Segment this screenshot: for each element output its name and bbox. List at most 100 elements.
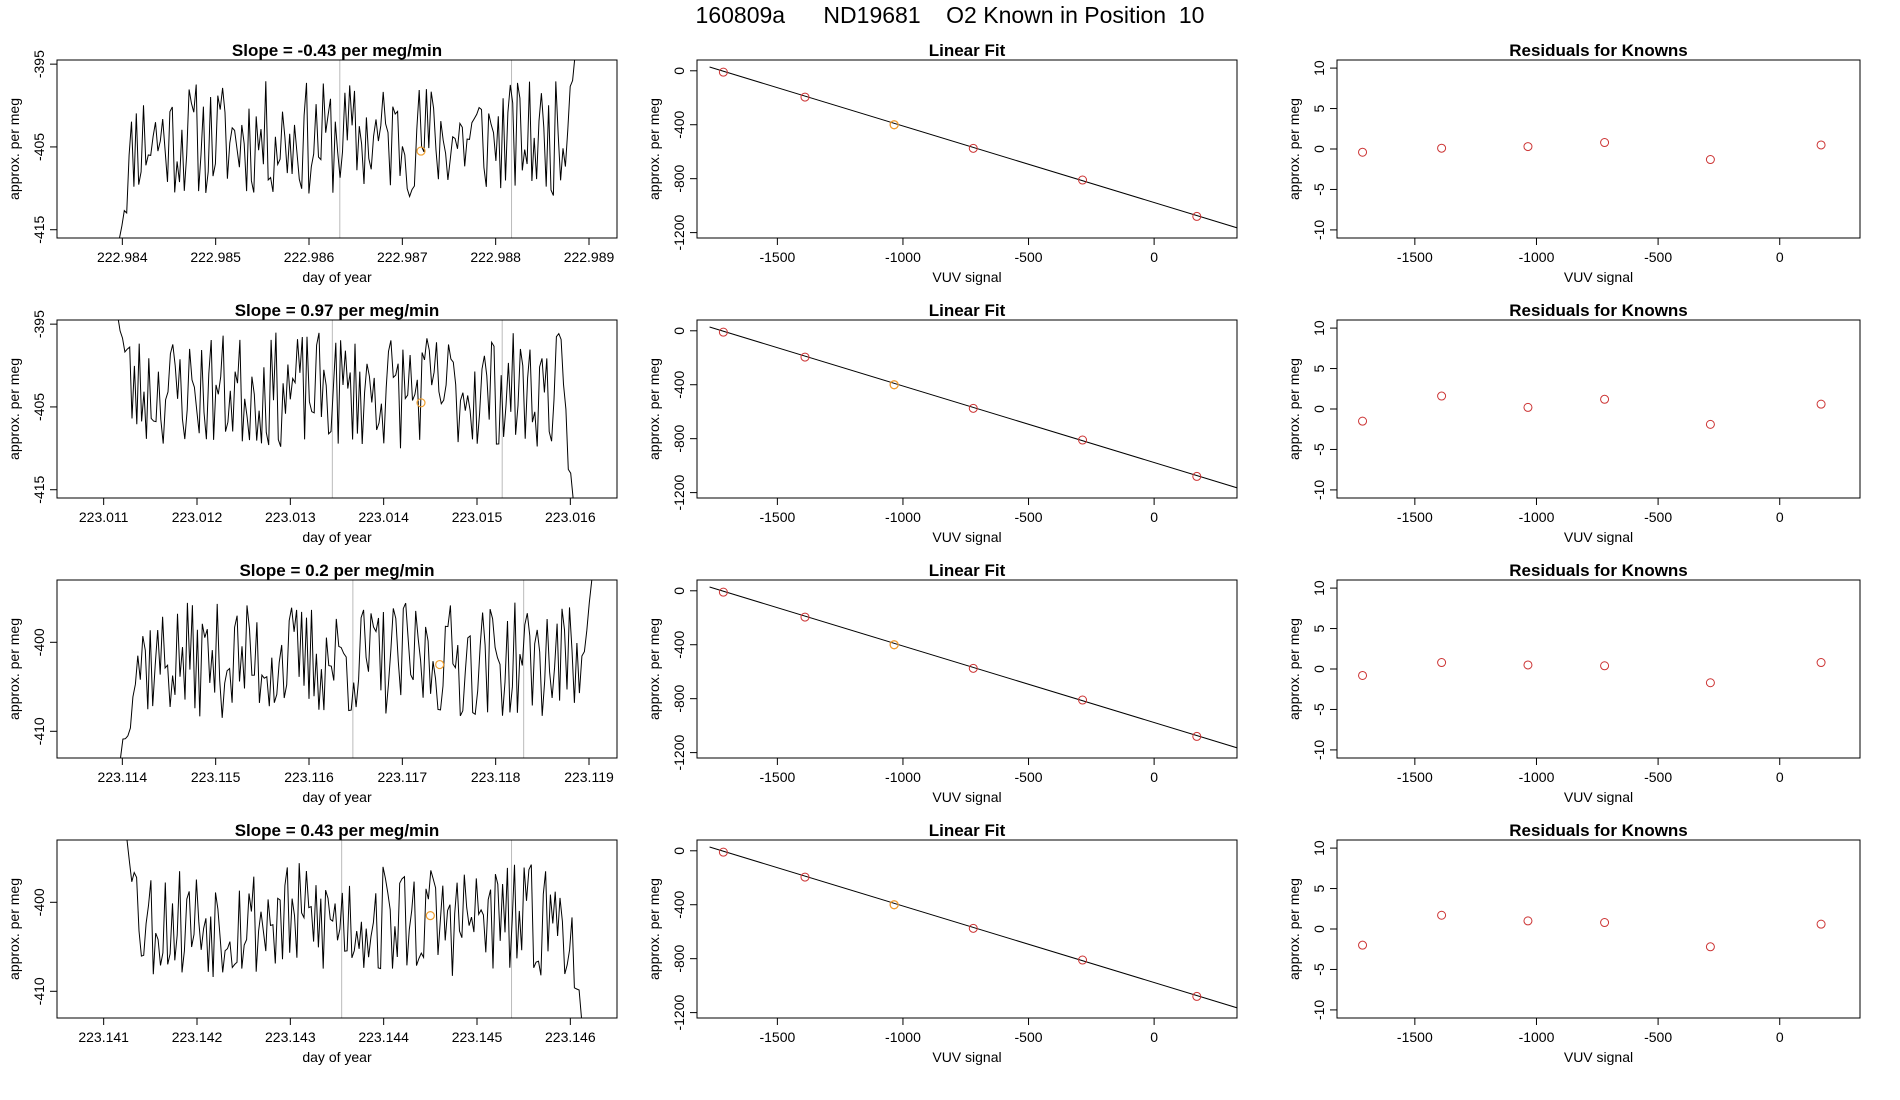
known-point xyxy=(1192,991,1202,1001)
y-axis: 10 5 0 -5 -10 xyxy=(1311,580,1338,760)
fit-line xyxy=(709,66,1237,229)
x-tick-label: 0 xyxy=(1150,249,1158,265)
x-axis-label: VUV signal xyxy=(932,529,1001,545)
x-tick-label: 223.015 xyxy=(452,509,503,525)
y-tick-label: 0 xyxy=(671,67,687,75)
trace-panel-3: 223.114 223.115 223.116 223.117 223.118 223.1… xyxy=(6,561,618,805)
y-tick-label: -405 xyxy=(31,393,47,421)
y-tick-label: -1200 xyxy=(671,734,687,770)
y-tick-label: -410 xyxy=(31,717,47,745)
y-tick-label: -5 xyxy=(1311,443,1327,456)
x-tick-label: 223.119 xyxy=(564,769,614,785)
fit-line xyxy=(709,846,1237,1009)
x-tick-label: 223.144 xyxy=(358,1029,409,1045)
signal-trace xyxy=(120,580,593,758)
x-tick-label: -1500 xyxy=(759,249,795,265)
y-axis-label: approx. per meg xyxy=(6,618,22,720)
x-tick-label: -1500 xyxy=(759,509,795,525)
plot-area xyxy=(1358,658,1826,688)
y-tick-label: -800 xyxy=(671,164,687,192)
page-title: 160809a ND19681 O2 Known in Position 10 xyxy=(695,2,1205,28)
trace-panel-1: 222.984 222.985 222.986 222.987 222.988 222.9… xyxy=(6,41,618,285)
known-point xyxy=(1078,435,1088,445)
known-point xyxy=(1437,143,1447,153)
x-tick-label: 222.989 xyxy=(564,249,615,265)
x-axis: -1500 -1000 -500 0 xyxy=(759,757,1158,785)
known-point xyxy=(800,92,810,102)
known-point xyxy=(1816,919,1826,929)
x-tick-label: 222.985 xyxy=(190,249,241,265)
known-point xyxy=(1816,140,1826,150)
x-tick-label: 0 xyxy=(1150,769,1158,785)
x-axis-label: VUV signal xyxy=(932,789,1001,805)
x-tick-label: 222.986 xyxy=(284,249,335,265)
y-axis: -400 -410 xyxy=(31,628,58,745)
y-tick-label: -5 xyxy=(1311,963,1327,976)
x-axis: -1500 -1000 -500 0 xyxy=(759,1017,1158,1045)
x-tick-label: 0 xyxy=(1776,1029,1784,1045)
x-axis: -1500 -1000 -500 0 xyxy=(1397,497,1784,525)
y-tick-label: -1200 xyxy=(671,474,687,510)
y-axis-label: approx. per meg xyxy=(1286,618,1302,720)
x-tick-label: -1500 xyxy=(759,1029,795,1045)
y-tick-label: 0 xyxy=(1311,145,1327,153)
x-tick-label: 223.117 xyxy=(378,769,428,785)
y-tick-label: -5 xyxy=(1311,183,1327,196)
highlight-point xyxy=(889,640,899,650)
y-tick-label: 10 xyxy=(1311,580,1327,596)
y-tick-label: -1200 xyxy=(671,994,687,1030)
y-tick-label: 5 xyxy=(1311,364,1327,372)
y-axis-label: approx. per meg xyxy=(6,878,22,980)
known-point xyxy=(1705,155,1715,165)
plot-area xyxy=(119,60,576,238)
y-tick-label: -410 xyxy=(31,977,47,1005)
x-tick-label: -1000 xyxy=(1519,769,1555,785)
x-tick-label: 0 xyxy=(1776,769,1784,785)
x-tick-label: 222.987 xyxy=(377,249,428,265)
y-axis: 10 5 0 -5 -10 xyxy=(1311,320,1338,500)
x-axis: 223.114 223.115 223.116 223.117 223.118 223.1… xyxy=(98,757,614,785)
known-point xyxy=(718,327,728,337)
x-tick-label: 0 xyxy=(1150,509,1158,525)
x-tick-label: -500 xyxy=(1644,1029,1672,1045)
fit-panel-2: -1500 -1000 -500 0 VUV signal 0 -400 -800 -1200 a… xyxy=(646,301,1238,545)
x-tick-label: -1500 xyxy=(1397,249,1433,265)
known-point xyxy=(1192,731,1202,741)
y-tick-label: -5 xyxy=(1311,703,1327,716)
x-tick-label: -1000 xyxy=(1519,249,1555,265)
known-point xyxy=(1523,660,1533,670)
known-point xyxy=(1437,910,1447,920)
x-axis: -1500 -1000 -500 0 xyxy=(759,497,1158,525)
y-tick-label: -10 xyxy=(1311,740,1327,760)
known-point xyxy=(718,67,728,77)
y-tick-label: -405 xyxy=(31,133,47,161)
plot-area xyxy=(117,320,574,498)
known-point xyxy=(1816,658,1826,668)
y-axis: -395 -405 -415 xyxy=(31,310,58,504)
known-point xyxy=(1523,916,1533,926)
y-tick-label: 5 xyxy=(1311,624,1327,632)
x-tick-label: 223.014 xyxy=(358,509,409,525)
panel-title: Slope = 0.2 per meg/min xyxy=(239,561,434,580)
x-tick-label: 223.143 xyxy=(265,1029,316,1045)
x-tick-label: 223.114 xyxy=(98,769,148,785)
panel-title: Linear Fit xyxy=(929,41,1006,60)
x-tick-label: -500 xyxy=(1015,249,1043,265)
y-tick-label: 0 xyxy=(671,327,687,335)
signal-trace xyxy=(126,840,582,1018)
x-tick-label: 222.988 xyxy=(470,249,521,265)
known-point xyxy=(1523,142,1533,152)
y-axis: 10 5 0 -5 -10 xyxy=(1311,840,1338,1020)
y-tick-label: -415 xyxy=(31,476,47,504)
y-tick-label: -10 xyxy=(1311,220,1327,240)
x-tick-label: -500 xyxy=(1015,1029,1043,1045)
y-tick-label: 10 xyxy=(1311,840,1327,856)
y-axis-label: approx. per meg xyxy=(1286,358,1302,460)
x-tick-label: 0 xyxy=(1150,1029,1158,1045)
y-tick-label: -800 xyxy=(671,424,687,452)
x-axis: -1500 -1000 -500 0 xyxy=(1397,757,1784,785)
residuals-panel-4: -1500 -1000 -500 0 VUV signal 10 5 0 -5 -10 approx… xyxy=(1286,821,1861,1065)
fit-panel-4: -1500 -1000 -500 0 VUV signal 0 -400 -800 -1200 a… xyxy=(646,821,1238,1065)
known-point xyxy=(1705,942,1715,952)
known-point xyxy=(1192,471,1202,481)
